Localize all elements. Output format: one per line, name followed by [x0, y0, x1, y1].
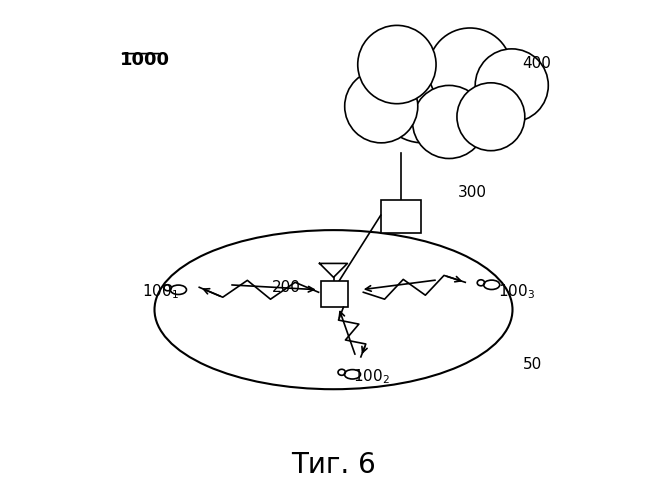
Text: 100$_2$: 100$_2$	[354, 367, 390, 386]
Circle shape	[345, 70, 418, 143]
Text: 50: 50	[522, 357, 542, 372]
Circle shape	[358, 26, 436, 104]
Circle shape	[457, 83, 525, 150]
Text: 400: 400	[522, 56, 552, 71]
Text: Τиг. 6: Τиг. 6	[291, 450, 376, 478]
Text: 300: 300	[458, 186, 487, 200]
Circle shape	[376, 49, 470, 143]
Text: 100$_1$: 100$_1$	[142, 282, 179, 301]
Circle shape	[413, 86, 486, 158]
Text: 200: 200	[272, 280, 301, 295]
Circle shape	[475, 49, 548, 122]
Text: 1000: 1000	[119, 51, 169, 69]
Circle shape	[428, 28, 512, 112]
Text: 100$_3$: 100$_3$	[498, 282, 535, 301]
FancyBboxPatch shape	[321, 282, 348, 307]
FancyBboxPatch shape	[381, 200, 420, 232]
